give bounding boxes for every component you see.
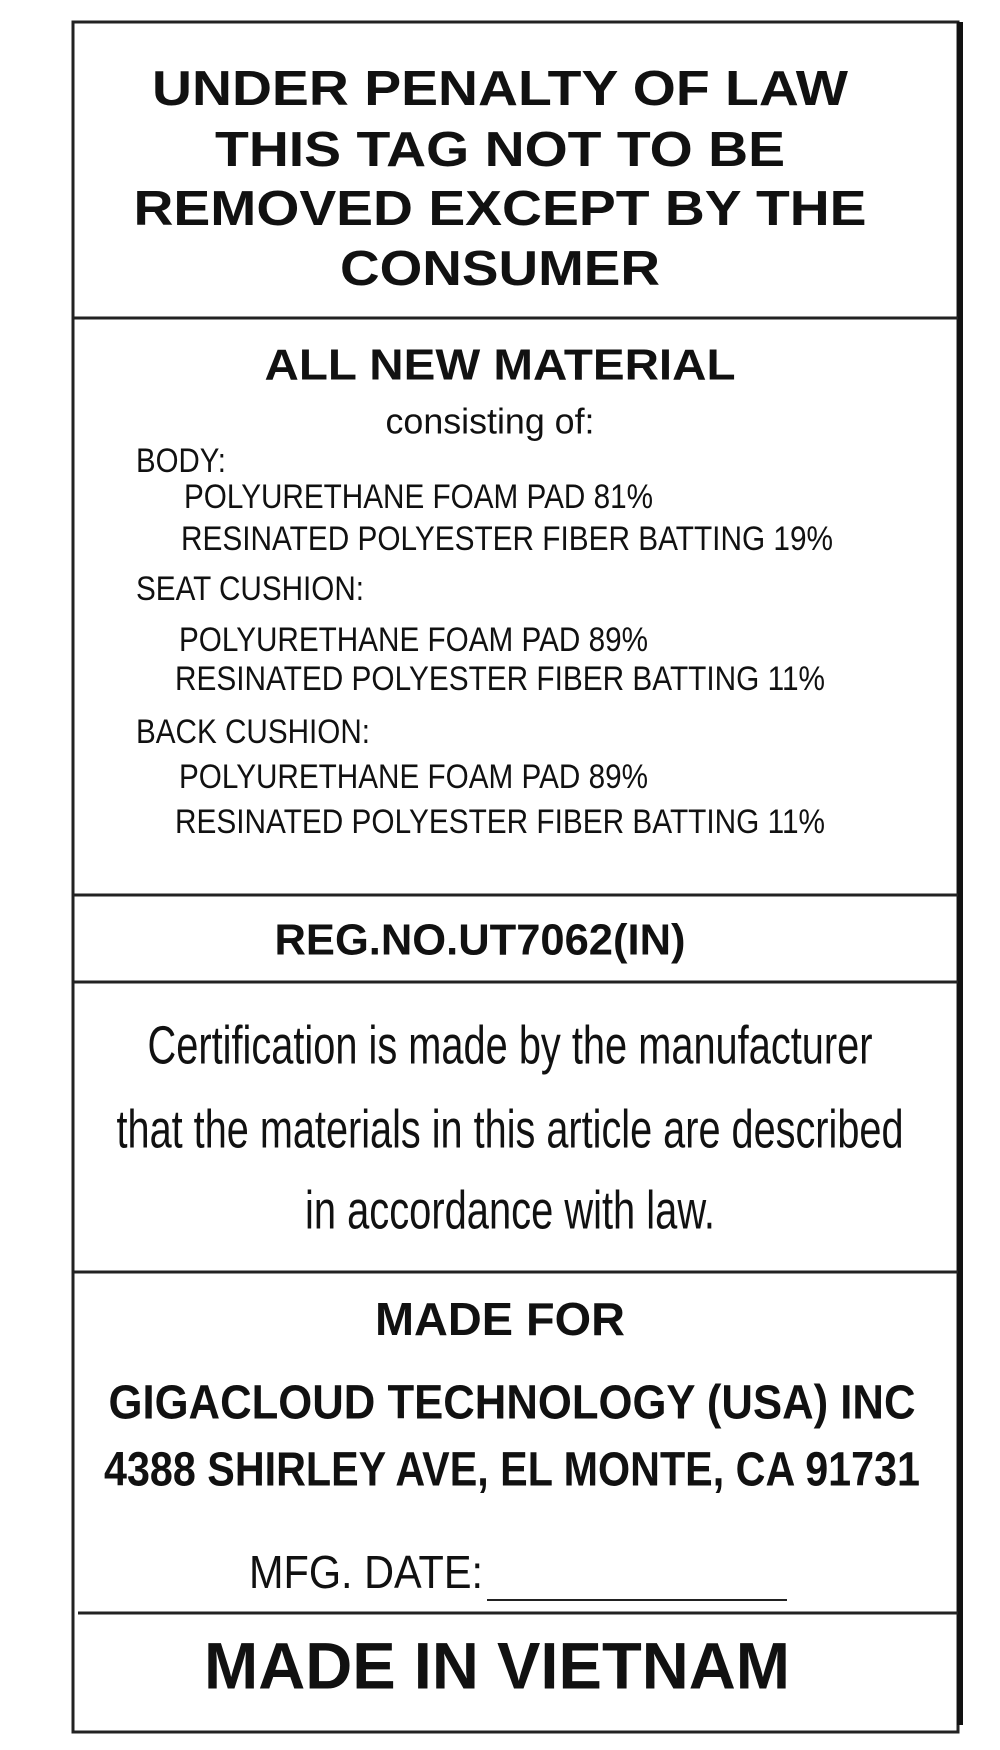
material-item: POLYURETHANE FOAM PAD 89% (179, 621, 648, 659)
section-label: SEAT CUSHION: (136, 570, 364, 608)
header-line: CONSUMER (340, 242, 660, 296)
header-line: REMOVED EXCEPT BY THE (134, 182, 867, 236)
material-item: RESINATED POLYESTER FIBER BATTING 11% (175, 803, 825, 841)
material-item: RESINATED POLYESTER FIBER BATTING 11% (175, 660, 825, 698)
origin: MADE IN VIETNAM (204, 1628, 790, 1702)
header-line: THIS TAG NOT TO BE (215, 123, 785, 177)
section-label: BACK CUSHION: (136, 713, 370, 751)
materials-subtitle: consisting of: (386, 401, 595, 442)
material-item: RESINATED POLYESTER FIBER BATTING 19% (181, 520, 833, 558)
made-for-label: MADE FOR (375, 1293, 625, 1345)
mfg-date-label: MFG. DATE: (249, 1546, 483, 1598)
certification-line: in accordance with law. (305, 1180, 715, 1240)
certification-line: Certification is made by the manufacture… (148, 1015, 873, 1075)
material-item: POLYURETHANE FOAM PAD 81% (184, 478, 653, 516)
company-line: 4388 SHIRLEY AVE, EL MONTE, CA 91731 (104, 1444, 920, 1497)
company-line: GIGACLOUD TECHNOLOGY (USA) INC (109, 1377, 916, 1430)
header-line: UNDER PENALTY OF LAW (152, 62, 849, 116)
registration: REG.NO.UT7062(IN) (275, 916, 686, 965)
certification-line: that the materials in this article are d… (117, 1099, 904, 1159)
section-label: BODY: (136, 442, 226, 480)
material-item: POLYURETHANE FOAM PAD 89% (179, 758, 648, 796)
materials-title: ALL NEW MATERIAL (265, 341, 736, 390)
